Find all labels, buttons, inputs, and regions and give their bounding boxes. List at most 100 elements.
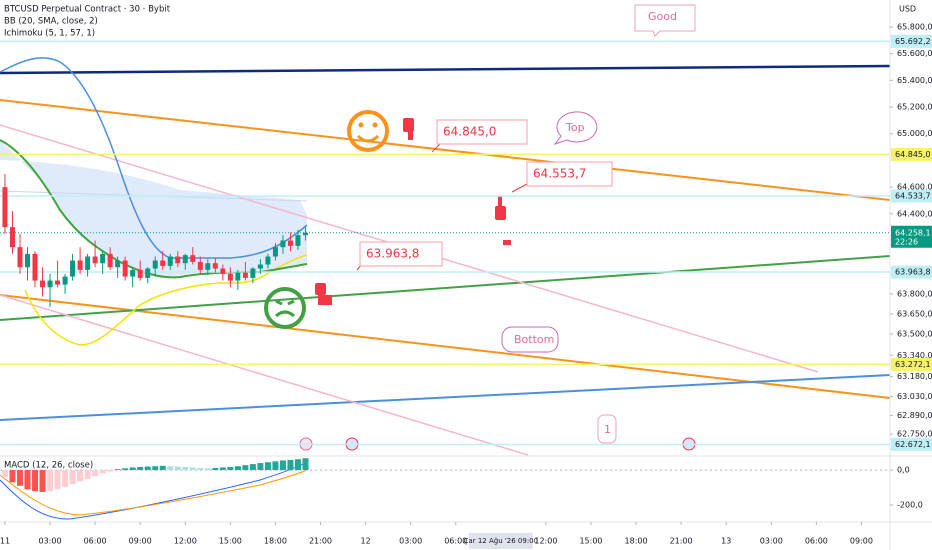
x-tick-label: 03:00 <box>39 537 62 546</box>
x-tick-label: 13 <box>721 537 731 546</box>
candle-body <box>265 256 271 265</box>
candle-body <box>160 260 166 266</box>
y-tick-label: 65.200,0 <box>897 103 932 112</box>
x-tick-label: 12:00 <box>534 537 557 546</box>
candle-body <box>152 260 158 269</box>
x-tick-label: 21:00 <box>670 537 693 546</box>
macd-histogram-bar <box>84 470 91 479</box>
candle-body <box>190 255 196 262</box>
annotation: 63.963,8 <box>366 247 419 261</box>
macd-histogram-bar <box>144 466 151 471</box>
candle-body <box>40 280 46 288</box>
x-tick-label: 06:00 <box>805 537 828 546</box>
price-label: 63.272,1 <box>895 360 931 369</box>
last-price-box <box>891 225 932 248</box>
candle-body <box>295 235 301 246</box>
candle-body <box>257 264 263 269</box>
candle-body <box>70 260 76 277</box>
y-tick-label: 65.800,0 <box>897 22 932 31</box>
macd-histogram-bar <box>167 466 174 471</box>
price-label: 64.533,7 <box>895 191 931 200</box>
candle-body <box>62 276 68 285</box>
candle-body <box>280 240 286 248</box>
candle-body <box>272 247 278 257</box>
currency-label: USD <box>899 5 916 14</box>
candle-body <box>130 269 136 277</box>
y-tick-label: 63.030,0 <box>897 392 932 401</box>
macd-histogram-bar <box>219 467 226 471</box>
y-tick-label: -200,0 <box>897 501 923 510</box>
last-price-label: 64.258,1 <box>895 228 931 237</box>
y-tick-label: 63.800,0 <box>897 289 932 298</box>
y-tick-label: 0,0 <box>897 466 910 475</box>
smiley <box>264 287 306 329</box>
macd-histogram-bar <box>69 470 76 485</box>
macd-histogram-bar <box>197 467 204 471</box>
macd-histogram-bar <box>212 467 219 471</box>
candle-body <box>197 261 203 270</box>
candle-body <box>55 280 61 285</box>
price-label: 64.845,0 <box>895 150 931 159</box>
symbol-title: BTCUSD Perpetual Contract · 30 · Bybit <box>4 5 171 15</box>
x-tick-label: 06:00 <box>84 537 107 546</box>
trend-line <box>0 99 891 201</box>
speech-bubble <box>501 326 559 353</box>
candle-body <box>175 256 181 264</box>
x-tick-label: 12 <box>360 537 370 546</box>
trend-line <box>0 294 891 399</box>
trend-line <box>0 294 529 456</box>
macd-histogram-bar <box>294 459 301 471</box>
annotation: 64.845,0 <box>443 125 496 139</box>
macd-histogram-bar <box>302 458 309 471</box>
candle-body <box>137 269 143 278</box>
y-tick-label: 65.400,0 <box>897 76 932 85</box>
y-tick-label: 65.600,0 <box>897 49 932 58</box>
price-label-box <box>891 34 932 48</box>
x-tick-label: 15:00 <box>579 537 602 546</box>
indicator-label: Ichimoku (5, 1, 57, 1) <box>4 29 95 39</box>
candle-body <box>205 263 211 270</box>
macd-histogram-bar <box>227 466 234 471</box>
annotation: Bottom <box>514 333 554 346</box>
macd-histogram-bar <box>129 467 136 471</box>
price-label-box <box>891 265 932 279</box>
macd-histogram-bar <box>204 468 211 471</box>
bollinger-band <box>0 57 308 259</box>
macd-histogram-bar <box>47 470 54 492</box>
candle-body <box>32 253 38 281</box>
macd-histogram-bar <box>1 470 8 478</box>
y-tick-label: 63.500,0 <box>897 329 932 338</box>
macd-histogram-bar <box>77 470 84 482</box>
macd-histogram-bar <box>242 465 249 471</box>
time-marker-box <box>468 533 533 549</box>
macd-histogram-bar <box>174 466 181 471</box>
y-tick-label: 64.600,0 <box>897 183 932 192</box>
macd-histogram-bar <box>137 466 144 471</box>
macd-histogram-bar <box>62 470 69 487</box>
macd-histogram-bar <box>122 468 129 471</box>
candle-body <box>107 253 113 268</box>
annotation: Good <box>648 10 677 23</box>
macd-histogram-bar <box>32 470 39 492</box>
indicator-label: MACD (12, 26, close) <box>4 461 93 471</box>
candle-body <box>9 227 15 248</box>
candle-body <box>77 260 83 270</box>
callout-line <box>511 183 528 193</box>
candle-body <box>227 273 233 281</box>
macd-histogram-bar <box>114 469 121 471</box>
price-label-box <box>891 437 932 451</box>
x-tick-label: 15:00 <box>219 537 242 546</box>
y-tick-label: 63.340,0 <box>897 351 932 360</box>
candle-body <box>24 253 30 268</box>
x-tick-label: 09:00 <box>129 537 152 546</box>
candle-body <box>115 260 121 268</box>
macd-histogram-bar <box>99 470 106 474</box>
candle-body <box>250 268 256 278</box>
countdown-label: 22:26 <box>895 237 918 246</box>
callout-box <box>436 119 528 145</box>
hand-icon <box>315 118 511 305</box>
price-label-box <box>891 357 932 371</box>
price-label: 63.963,8 <box>895 268 931 277</box>
y-tick-label: 65.000,0 <box>897 129 932 138</box>
